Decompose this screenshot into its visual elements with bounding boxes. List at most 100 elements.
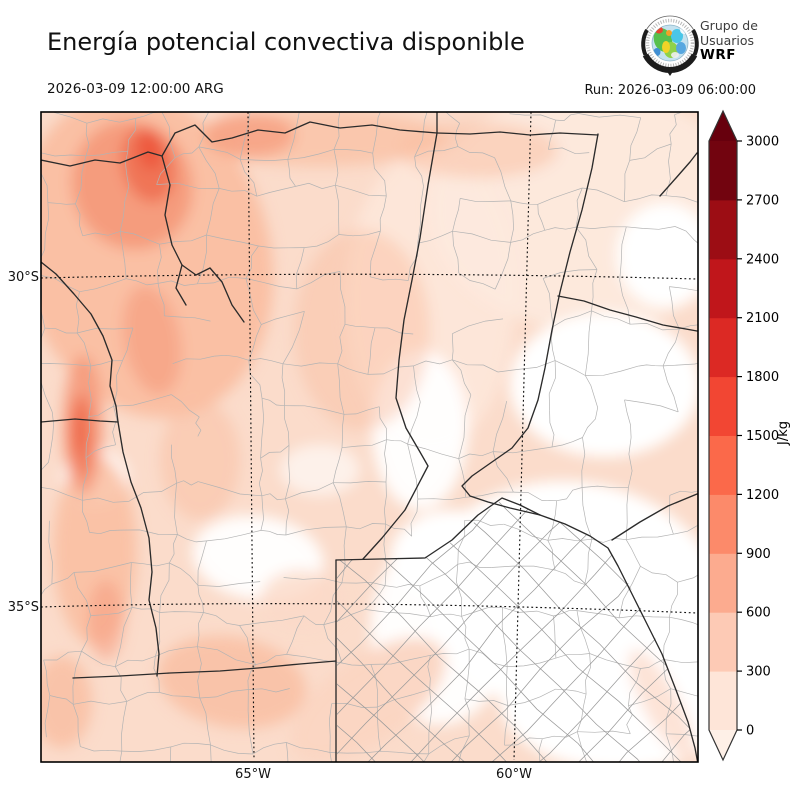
county-border-line bbox=[585, 365, 639, 376]
county-border-line bbox=[323, 624, 343, 664]
county-border-line bbox=[85, 444, 116, 459]
map-frame bbox=[40, 111, 699, 763]
county-border-line bbox=[670, 688, 698, 697]
county-border-line bbox=[640, 565, 678, 583]
colorbar-tick-label: 2400 bbox=[746, 252, 779, 267]
county-border-line bbox=[203, 612, 240, 626]
cape-blob bbox=[260, 570, 344, 630]
county-border-line bbox=[197, 585, 204, 613]
colorbar-segment bbox=[709, 317, 737, 378]
county-border-line bbox=[662, 328, 680, 367]
county-border-line bbox=[629, 323, 680, 331]
valid-time-label: 2026-03-09 12:00:00 ARG bbox=[47, 81, 224, 97]
colorbar-segment bbox=[709, 494, 737, 554]
county-border-line bbox=[629, 117, 642, 161]
county-border-line bbox=[159, 611, 204, 613]
county-border-line bbox=[174, 146, 200, 159]
county-border-line bbox=[677, 574, 698, 583]
logo-globe-art bbox=[653, 26, 688, 58]
county-border-line bbox=[90, 607, 133, 616]
county-border-line bbox=[337, 363, 368, 375]
county-border-line bbox=[76, 332, 92, 367]
county-border-line bbox=[548, 147, 590, 155]
county-border-line bbox=[285, 482, 334, 500]
colorbar-tick-label: 300 bbox=[746, 665, 771, 680]
county-border-line bbox=[413, 365, 421, 403]
county-border-line bbox=[337, 499, 698, 762]
county-border-line bbox=[161, 112, 176, 158]
county-border-line bbox=[385, 523, 412, 537]
county-border-line bbox=[337, 499, 698, 762]
county-border-line bbox=[239, 615, 305, 626]
county-border-line bbox=[746, 460, 761, 487]
county-border-line bbox=[370, 654, 431, 665]
county-border-line bbox=[130, 562, 133, 608]
county-border-line bbox=[199, 697, 211, 745]
county-border-line bbox=[200, 793, 213, 800]
county-border-line bbox=[114, 607, 133, 667]
county-border-line bbox=[281, 363, 286, 406]
county-border-line bbox=[337, 535, 647, 762]
county-border-line bbox=[43, 659, 51, 696]
county-border-line bbox=[584, 539, 593, 585]
colorbar-segment bbox=[709, 199, 737, 260]
county-border-line bbox=[542, 278, 554, 327]
county-border-line bbox=[665, 733, 674, 762]
county-border-line bbox=[493, 446, 553, 454]
colorbar-tick-label: 3000 bbox=[746, 135, 779, 150]
county-border-line bbox=[255, 654, 287, 666]
logo-wordmark: Grupo de Usuarios WRF bbox=[700, 18, 758, 63]
colorbar-segment bbox=[709, 553, 737, 613]
county-border-line bbox=[339, 271, 346, 325]
cape-blob bbox=[628, 649, 696, 761]
county-border-line bbox=[122, 327, 134, 361]
county-border-line bbox=[352, 499, 698, 762]
county-border-line bbox=[370, 664, 379, 708]
county-border-line bbox=[341, 414, 345, 448]
county-border-line bbox=[507, 657, 557, 667]
county-border-line bbox=[88, 405, 114, 417]
county-border-line bbox=[369, 230, 381, 277]
county-border-line bbox=[260, 398, 265, 459]
county-border-line bbox=[248, 688, 290, 693]
county-border-line bbox=[551, 437, 583, 448]
county-border-line bbox=[340, 499, 698, 762]
county-border-line bbox=[35, 777, 44, 800]
county-border-line bbox=[344, 323, 376, 329]
county-border-line bbox=[286, 742, 289, 762]
county-border-line bbox=[73, 700, 127, 705]
county-border-line bbox=[581, 487, 593, 540]
logo-wreath-right bbox=[691, 28, 699, 56]
county-border-line bbox=[197, 646, 256, 666]
county-border-line bbox=[337, 499, 698, 762]
county-border-line bbox=[51, 572, 75, 585]
colorbar-tick-label: 900 bbox=[746, 547, 771, 562]
province-border-path bbox=[362, 132, 438, 560]
county-border-line bbox=[256, 186, 296, 197]
county-border-line bbox=[81, 650, 116, 668]
county-border-line bbox=[492, 401, 508, 452]
county-border-line bbox=[121, 746, 171, 752]
colorbar-tick-label: 0 bbox=[746, 724, 754, 739]
province-border-path bbox=[461, 133, 599, 516]
county-border-line bbox=[362, 499, 698, 762]
county-border-line bbox=[510, 200, 514, 243]
county-border-line bbox=[112, 406, 118, 445]
county-border-line bbox=[458, 394, 472, 459]
county-border-line bbox=[584, 375, 599, 408]
county-border-line bbox=[295, 247, 305, 289]
county-border-line bbox=[452, 318, 504, 335]
county-border-line bbox=[663, 363, 698, 367]
lat-tick-35s: 35°S bbox=[7, 600, 39, 615]
county-border-line bbox=[385, 100, 430, 105]
county-border-line bbox=[341, 526, 347, 583]
county-border-line bbox=[628, 688, 671, 707]
county-border-line bbox=[419, 585, 432, 617]
cape-blob bbox=[290, 637, 446, 762]
county-border-line bbox=[248, 324, 262, 361]
county-border-line bbox=[114, 666, 128, 702]
county-border-line bbox=[555, 653, 590, 659]
county-border-line bbox=[261, 397, 285, 407]
colorbar: 0 300 600 900 1200 1500 1800 2100 2400 2700 3000 J/… bbox=[708, 109, 791, 762]
